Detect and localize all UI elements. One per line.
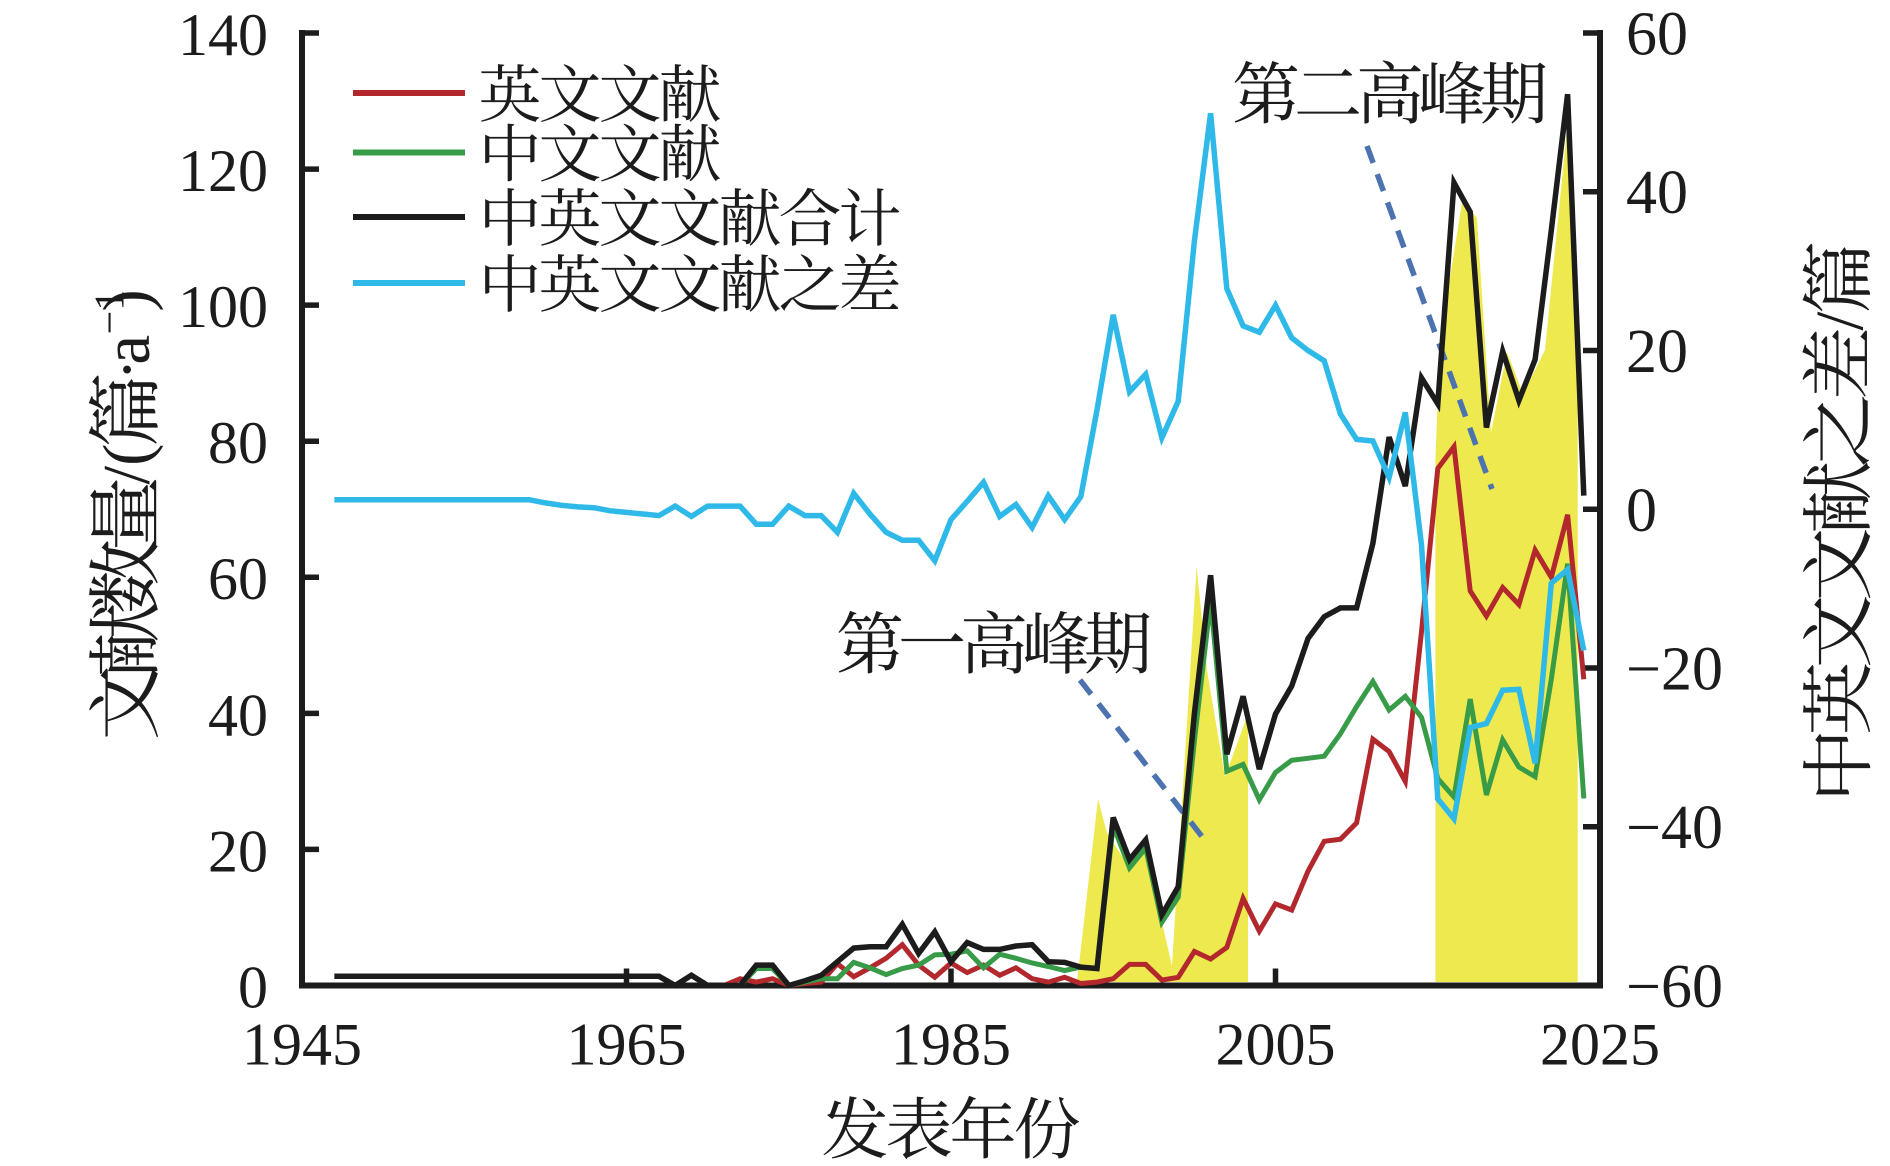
svg-text:2005: 2005 [1216,1011,1336,1077]
svg-text:20: 20 [208,818,268,884]
svg-text:−40: −40 [1626,794,1723,862]
svg-text:1985: 1985 [891,1011,1011,1077]
svg-text:/: / [1802,312,1878,331]
svg-text:1965: 1965 [567,1011,687,1077]
svg-text:60: 60 [1626,1,1688,69]
svg-text:·: · [90,358,164,380]
svg-text:120: 120 [178,138,268,204]
svg-text:−1: −1 [88,290,134,335]
svg-text:−60: −60 [1626,953,1723,1021]
svg-text:0: 0 [1626,477,1657,545]
svg-text:2025: 2025 [1540,1011,1660,1077]
svg-text:140: 140 [178,2,268,68]
svg-text:−20: −20 [1626,636,1723,704]
svg-text:60: 60 [208,546,268,612]
svg-text:40: 40 [1626,159,1688,227]
svg-text:100: 100 [178,274,268,340]
svg-text:0: 0 [238,954,268,1020]
svg-text:40: 40 [208,682,268,748]
svg-text:/(: /( [90,444,164,485]
svg-text:1945: 1945 [242,1011,362,1077]
svg-text:a: a [90,335,164,365]
svg-text:): ) [90,289,164,311]
svg-text:80: 80 [208,410,268,476]
svg-text:20: 20 [1626,318,1688,386]
